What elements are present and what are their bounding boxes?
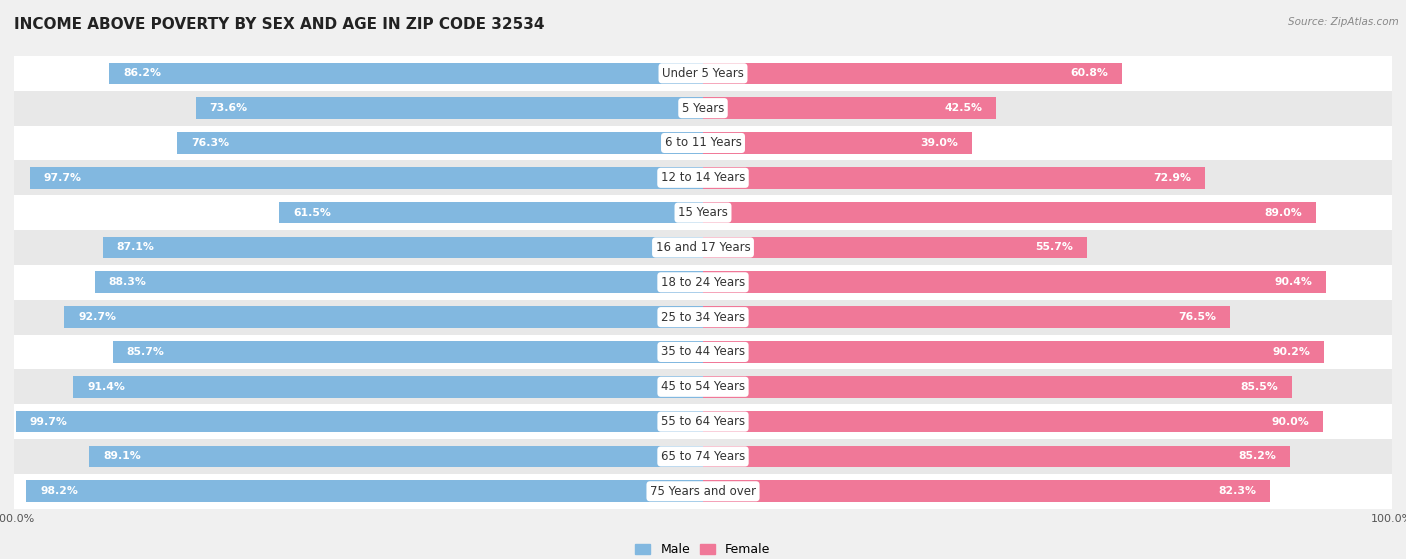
Text: 88.3%: 88.3%: [108, 277, 146, 287]
Text: 85.2%: 85.2%: [1239, 452, 1277, 461]
Bar: [14, 56, 1392, 91]
Text: 15 Years: 15 Years: [678, 206, 728, 219]
Bar: [14, 230, 1392, 265]
Text: 65 to 74 Years: 65 to 74 Years: [661, 450, 745, 463]
Text: 75 Years and over: 75 Years and over: [650, 485, 756, 498]
Text: 12 to 14 Years: 12 to 14 Years: [661, 171, 745, 184]
Text: 45 to 54 Years: 45 to 54 Years: [661, 380, 745, 394]
Bar: [703, 306, 1230, 328]
Bar: [703, 341, 1324, 363]
Text: 35 to 44 Years: 35 to 44 Years: [661, 345, 745, 358]
Bar: [65, 306, 703, 328]
Bar: [89, 446, 703, 467]
Text: 6 to 11 Years: 6 to 11 Years: [665, 136, 741, 149]
Text: 92.7%: 92.7%: [79, 312, 117, 322]
Text: 55 to 64 Years: 55 to 64 Years: [661, 415, 745, 428]
Bar: [14, 369, 1392, 404]
Bar: [14, 126, 1392, 160]
Text: 90.4%: 90.4%: [1274, 277, 1312, 287]
Bar: [14, 474, 1392, 509]
Bar: [30, 167, 703, 188]
Bar: [14, 265, 1392, 300]
Text: 16 and 17 Years: 16 and 17 Years: [655, 241, 751, 254]
Bar: [177, 132, 703, 154]
Bar: [14, 439, 1392, 474]
Bar: [280, 202, 703, 224]
Text: 85.7%: 85.7%: [127, 347, 165, 357]
Legend: Male, Female: Male, Female: [630, 538, 776, 559]
Text: INCOME ABOVE POVERTY BY SEX AND AGE IN ZIP CODE 32534: INCOME ABOVE POVERTY BY SEX AND AGE IN Z…: [14, 17, 544, 32]
Text: 90.2%: 90.2%: [1272, 347, 1310, 357]
Text: 60.8%: 60.8%: [1070, 68, 1108, 78]
Text: 72.9%: 72.9%: [1153, 173, 1191, 183]
Bar: [27, 481, 703, 502]
Text: 98.2%: 98.2%: [41, 486, 79, 496]
Text: 39.0%: 39.0%: [920, 138, 957, 148]
Bar: [14, 404, 1392, 439]
Bar: [703, 481, 1270, 502]
Bar: [14, 300, 1392, 334]
Bar: [703, 272, 1326, 293]
Text: 42.5%: 42.5%: [943, 103, 981, 113]
Bar: [703, 446, 1289, 467]
Text: 76.5%: 76.5%: [1178, 312, 1216, 322]
Text: Under 5 Years: Under 5 Years: [662, 67, 744, 80]
Bar: [14, 195, 1392, 230]
Bar: [15, 411, 703, 433]
Bar: [14, 334, 1392, 369]
Text: 97.7%: 97.7%: [44, 173, 82, 183]
Bar: [703, 376, 1292, 397]
Text: 90.0%: 90.0%: [1271, 416, 1309, 427]
Text: 85.5%: 85.5%: [1240, 382, 1278, 392]
Bar: [94, 272, 703, 293]
Bar: [703, 202, 1316, 224]
Text: 82.3%: 82.3%: [1218, 486, 1256, 496]
Bar: [703, 236, 1087, 258]
Bar: [110, 63, 703, 84]
Text: 25 to 34 Years: 25 to 34 Years: [661, 311, 745, 324]
Bar: [703, 411, 1323, 433]
Text: 55.7%: 55.7%: [1035, 243, 1073, 253]
Text: 89.0%: 89.0%: [1264, 207, 1302, 217]
Bar: [703, 97, 995, 119]
Text: 18 to 24 Years: 18 to 24 Years: [661, 276, 745, 289]
Bar: [195, 97, 703, 119]
Text: 76.3%: 76.3%: [191, 138, 229, 148]
Bar: [703, 132, 972, 154]
Bar: [73, 376, 703, 397]
Text: 73.6%: 73.6%: [209, 103, 247, 113]
Text: 61.5%: 61.5%: [292, 207, 330, 217]
Text: 5 Years: 5 Years: [682, 102, 724, 115]
Bar: [703, 63, 1122, 84]
Text: Source: ZipAtlas.com: Source: ZipAtlas.com: [1288, 17, 1399, 27]
Bar: [112, 341, 703, 363]
Text: 86.2%: 86.2%: [122, 68, 160, 78]
Text: 91.4%: 91.4%: [87, 382, 125, 392]
Bar: [103, 236, 703, 258]
Text: 99.7%: 99.7%: [30, 416, 67, 427]
Text: 89.1%: 89.1%: [103, 452, 141, 461]
Bar: [703, 167, 1205, 188]
Bar: [14, 91, 1392, 126]
Bar: [14, 160, 1392, 195]
Text: 87.1%: 87.1%: [117, 243, 155, 253]
